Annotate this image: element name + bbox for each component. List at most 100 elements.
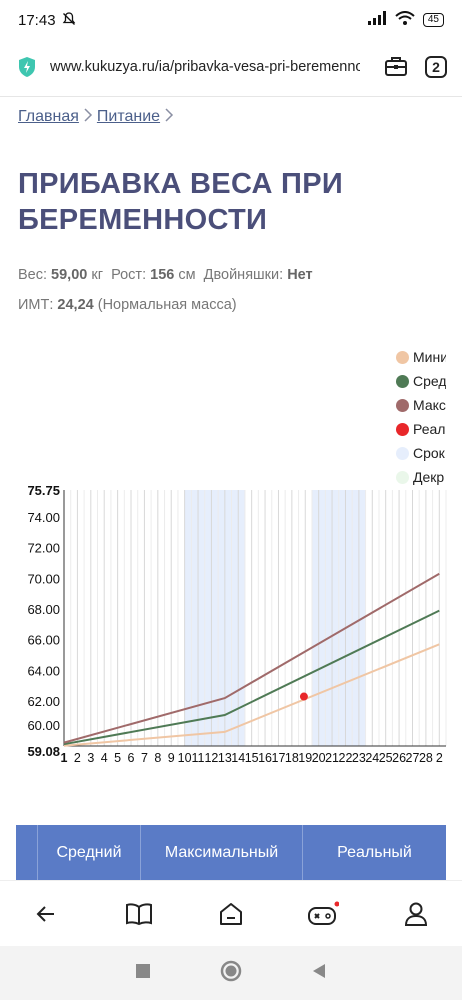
legend-label: Сред	[413, 373, 446, 389]
bottom-navigation	[0, 880, 462, 946]
legend-item-real[interactable]: Реал	[396, 417, 446, 441]
status-bar: 17:43 45	[0, 0, 462, 40]
x-tick-label: 14	[231, 751, 245, 765]
home-icon[interactable]	[211, 894, 251, 934]
x-tick-label: 13	[218, 751, 232, 765]
y-tick-label: 59.08	[27, 744, 60, 759]
x-tick-label: 21	[325, 751, 339, 765]
tabs-count-button[interactable]: 2	[425, 56, 447, 78]
y-tick-label: 66.00	[27, 633, 60, 648]
x-tick-label: 22	[339, 751, 353, 765]
url-text[interactable]: www.kukuzya.ru/ia/pribavka-vesa-pri-bere…	[50, 59, 360, 75]
y-tick-label: 74.00	[27, 510, 60, 525]
x-tick-label: 2	[436, 751, 443, 765]
x-tick-label: 11	[192, 751, 205, 765]
weight-value: 59,00	[51, 267, 88, 283]
legend-item-leave[interactable]: Декр	[396, 465, 446, 489]
system-navigation-bar	[0, 946, 462, 1000]
bmi-value: 24,24	[57, 297, 94, 313]
x-tick-label: 5	[114, 751, 121, 765]
legend-item-avg[interactable]: Сред	[396, 369, 446, 393]
twins-label: Двойняшки:	[203, 267, 284, 283]
battery-icon: 45	[422, 13, 444, 27]
legend-label: Мини	[413, 349, 446, 365]
x-tick-label: 17	[272, 751, 286, 765]
x-tick-label: 3	[87, 751, 94, 765]
y-tick-label: 60.00	[27, 718, 60, 733]
legend-dot	[396, 350, 409, 364]
briefcase-icon[interactable]	[384, 55, 408, 82]
legend-label: Срок	[413, 445, 445, 461]
legend-dot	[396, 374, 409, 388]
back-triangle-icon[interactable]	[311, 963, 327, 984]
legend-label: Декр	[413, 469, 445, 485]
legend-label: Макс	[413, 397, 446, 413]
home-circle-icon[interactable]	[220, 960, 242, 987]
chevron-right-icon	[164, 106, 174, 127]
x-tick-label: 28	[419, 751, 433, 765]
x-tick-label: 7	[141, 751, 148, 765]
page-title: ПРИБАВКА ВЕСА ПРИ БЕРЕМЕННОСТИ	[18, 168, 343, 236]
x-tick-label: 10	[178, 751, 192, 765]
bmi-line: ИМТ: 24,24 (Нормальная масса)	[18, 297, 237, 313]
back-icon[interactable]	[26, 894, 66, 934]
legend-item-term[interactable]: Срок	[396, 441, 446, 465]
legend-dot	[396, 398, 409, 412]
height-value: 156	[150, 267, 175, 283]
x-tick-label: 2	[74, 751, 81, 765]
series-line	[63, 609, 440, 746]
x-tick-label: 19	[298, 751, 312, 765]
legend-item-max[interactable]: Макс	[396, 393, 446, 417]
x-tick-label: 20	[312, 751, 326, 765]
y-tick-label: 75.75	[27, 483, 60, 498]
legend-item-min[interactable]: Мини	[396, 345, 446, 369]
profile-icon[interactable]	[396, 894, 436, 934]
x-tick-label: 23	[352, 751, 366, 765]
y-tick-label: 70.00	[27, 571, 60, 586]
chevron-right-icon	[83, 106, 93, 127]
y-tick-label: 72.00	[27, 541, 60, 556]
x-tick-label: 12	[204, 751, 218, 765]
legend-dot	[396, 422, 409, 436]
series-line	[63, 572, 440, 744]
weight-label: Вес:	[18, 267, 48, 283]
x-tick-label: 8	[154, 751, 161, 765]
breadcrumb-nutrition-link[interactable]: Питание	[96, 107, 161, 125]
table-header-empty	[16, 825, 38, 881]
url-divider	[0, 96, 462, 97]
games-icon[interactable]	[303, 894, 343, 934]
params-line: Вес: 59,00 кг Рост: 156 см Двойняшки: Не…	[18, 267, 313, 283]
legend-dot	[396, 470, 409, 484]
x-tick-label: 15	[245, 751, 259, 765]
wifi-icon	[395, 11, 415, 29]
legend-dot	[396, 446, 409, 460]
table-header-average: Средний	[38, 825, 141, 881]
chart-legend: Мини Сред Макс Реал Срок Декр	[396, 345, 446, 489]
url-bar[interactable]: www.kukuzya.ru/ia/pribavka-vesa-pri-bere…	[0, 44, 462, 90]
recents-icon[interactable]	[135, 963, 151, 984]
signal-icon	[367, 11, 387, 29]
table-header-max: Максимальный	[141, 825, 303, 881]
bmi-note: (Нормальная масса)	[97, 297, 237, 313]
x-tick-label: 6	[128, 751, 135, 765]
x-tick-label: 24	[365, 751, 379, 765]
breadcrumb: Главная Питание	[18, 106, 174, 127]
x-tick-label: 25	[379, 751, 393, 765]
height-unit: см	[178, 267, 196, 283]
x-tick-label: 18	[285, 751, 299, 765]
y-tick-label: 62.00	[27, 694, 60, 709]
table-header-real: Реальный	[337, 844, 412, 861]
weight-gain-chart: 59.08 60.00 62.00 64.00 66.00 68.00 70.00 72.00…	[27, 483, 447, 765]
bmi-label: ИМТ:	[18, 297, 54, 313]
book-icon[interactable]	[119, 894, 159, 934]
term-band	[184, 490, 245, 746]
legend-label: Реал	[413, 421, 446, 437]
breadcrumb-home-link[interactable]: Главная	[18, 107, 79, 125]
x-tick-label: 26	[392, 751, 406, 765]
series-line	[63, 643, 440, 747]
x-tick-label: 4	[101, 751, 108, 765]
bell-muted-icon	[62, 11, 76, 29]
weight-table: Средний Максимальный Реальный	[16, 825, 446, 881]
height-label: Рост:	[111, 267, 147, 283]
x-tick-label: 1	[61, 751, 68, 765]
